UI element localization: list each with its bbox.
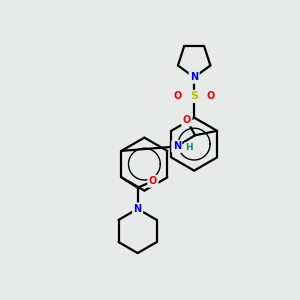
Text: O: O — [149, 176, 157, 186]
Text: O: O — [183, 115, 191, 125]
Text: N: N — [134, 204, 142, 214]
Text: N: N — [173, 142, 181, 152]
Text: H: H — [185, 143, 193, 152]
Text: N: N — [190, 72, 198, 82]
Text: S: S — [190, 92, 198, 101]
Text: O: O — [206, 92, 214, 101]
Text: O: O — [174, 92, 182, 101]
